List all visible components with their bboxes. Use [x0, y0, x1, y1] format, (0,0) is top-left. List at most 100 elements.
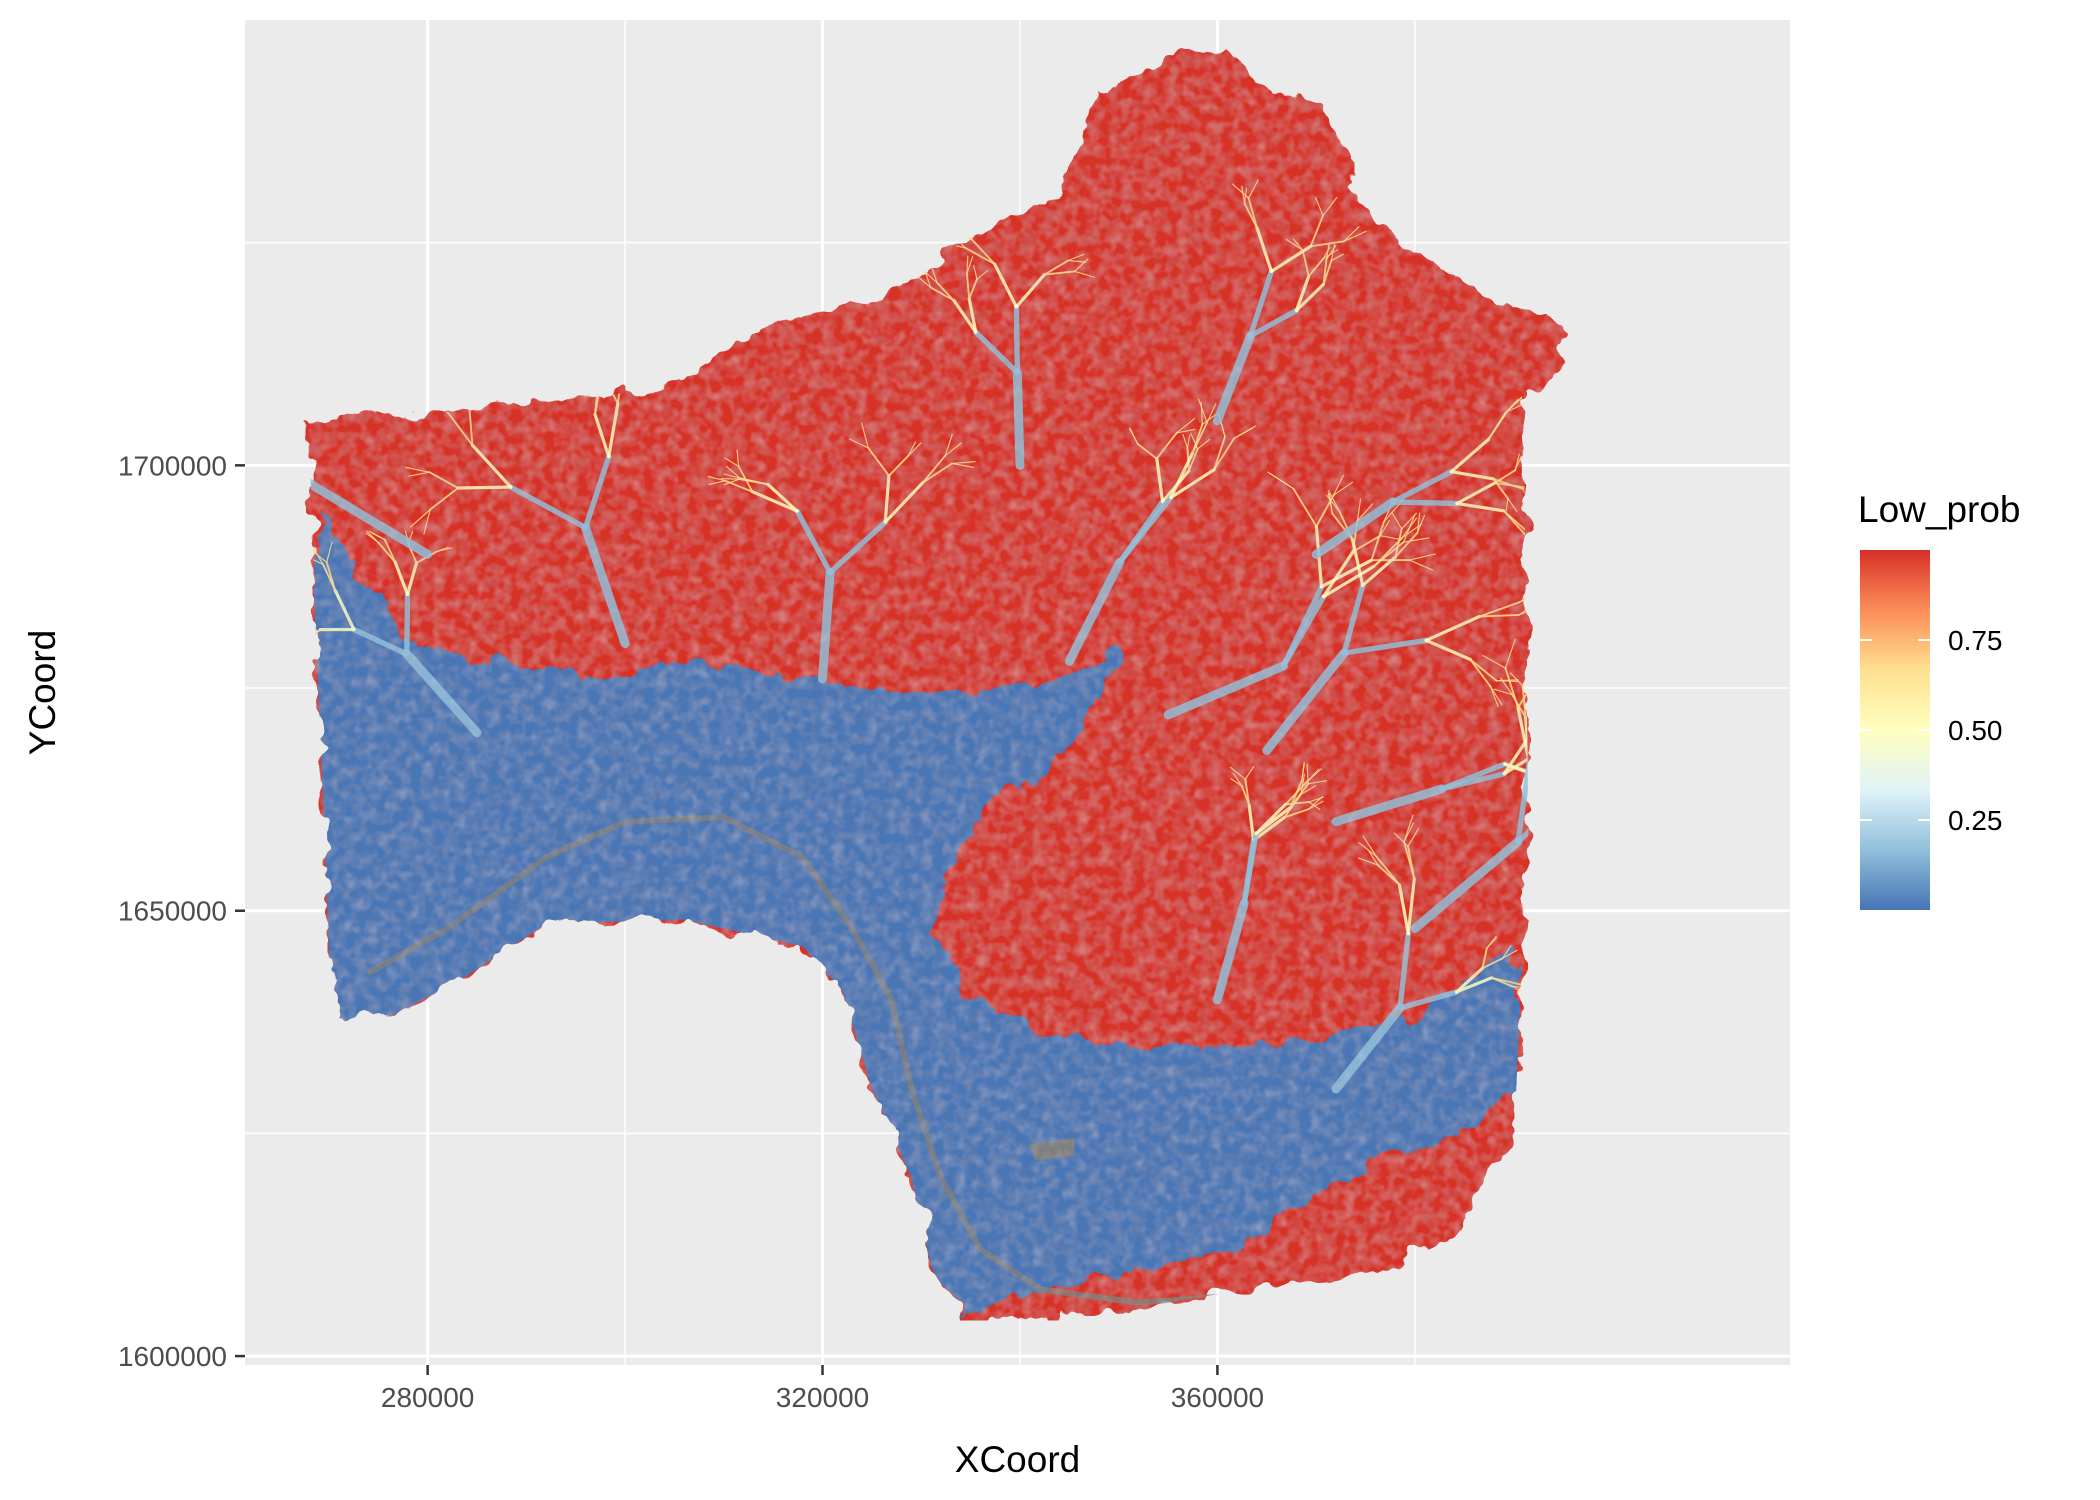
valley-segment	[1212, 331, 1255, 426]
valley-segment	[1283, 808, 1310, 819]
valley-segment	[1213, 437, 1236, 471]
valley-segment	[1230, 778, 1243, 787]
valley-segment	[1332, 474, 1345, 496]
valley-segment	[1289, 779, 1303, 809]
valley-segment	[924, 271, 938, 284]
valley-segment	[1343, 230, 1367, 242]
valley-segment	[1325, 242, 1330, 260]
valley-segment	[186, 314, 213, 344]
valley-segment	[766, 482, 799, 513]
legend-tick-label: 0.75	[1948, 625, 2003, 656]
valley-segment	[1301, 763, 1305, 782]
valley-segment	[456, 485, 513, 490]
valley-segment	[922, 454, 947, 484]
valley-segment	[1325, 244, 1337, 260]
valley-segment	[383, 538, 397, 564]
valley-segment	[964, 247, 996, 266]
valley-segment	[1136, 443, 1158, 460]
valley-segment	[1376, 864, 1401, 886]
valley-segment	[1309, 240, 1345, 248]
valley-segment	[136, 424, 156, 438]
valley-segment	[1469, 658, 1498, 682]
valley-segment	[168, 299, 186, 314]
valley-segment	[1401, 517, 1418, 539]
valley-segment	[970, 238, 996, 266]
valley-segment	[1267, 471, 1295, 490]
valley-segment	[160, 379, 167, 402]
y-axis-title: YCoord	[22, 630, 63, 755]
valley-segment	[1511, 693, 1527, 719]
valley-segment	[1506, 402, 1527, 413]
valley-segment	[723, 478, 741, 486]
valley-segment	[907, 442, 922, 457]
valley-segment	[1478, 601, 1521, 618]
valley-segment	[156, 379, 167, 402]
valley-segment	[409, 508, 431, 528]
valley-segment	[1341, 582, 1366, 656]
valley-segment	[1308, 800, 1324, 810]
valley-segment	[213, 302, 236, 344]
valley-segment	[1186, 434, 1191, 449]
valley-segment	[1501, 949, 1518, 959]
valley-segment	[1501, 944, 1512, 959]
valley-segment	[1424, 614, 1482, 643]
valley-segment	[468, 403, 474, 447]
valley-segment	[1394, 531, 1419, 558]
valley-segment	[1416, 514, 1426, 534]
valley-segment	[435, 546, 449, 553]
region-lowland-fill	[314, 509, 1524, 1316]
valley-segment	[1307, 257, 1325, 278]
valley-segment	[1352, 534, 1382, 553]
valley-segment	[1521, 684, 1527, 719]
valley-segment	[883, 480, 925, 524]
valley-segment	[1356, 503, 1374, 522]
valley-segment	[1255, 226, 1274, 273]
valley-segment	[1402, 537, 1430, 543]
valley-segment	[1390, 499, 1460, 507]
valley-segment	[1489, 685, 1499, 707]
valley-segment	[1403, 814, 1414, 843]
valley-segment	[1331, 784, 1447, 827]
valley-segment	[365, 532, 380, 544]
valley-segment	[1379, 519, 1391, 537]
valley-segment	[1251, 815, 1287, 842]
valley-segment	[1509, 672, 1524, 687]
valley-segment	[1200, 401, 1203, 425]
valley-segment	[180, 354, 201, 364]
valley-segment	[1449, 438, 1490, 474]
valley-segment	[1073, 270, 1096, 278]
valley-segment	[309, 548, 328, 564]
x-tick-label: 280000	[381, 1382, 474, 1413]
valley-segment	[1169, 468, 1216, 500]
valley-segment	[1292, 238, 1304, 251]
valley-segment	[1410, 837, 1523, 933]
valley-segment	[1403, 840, 1416, 880]
valley-segment	[1454, 966, 1485, 994]
valley-segment	[1244, 778, 1251, 807]
valley-segment	[228, 350, 233, 384]
valley-segment	[827, 519, 888, 576]
valley-segment	[936, 282, 955, 302]
valley-segment	[1117, 494, 1174, 565]
y-tick-label: 1650000	[118, 896, 227, 927]
valley-segment	[1169, 451, 1195, 500]
valley-segment	[867, 446, 890, 477]
valley-segment	[225, 327, 233, 350]
valley-segment	[968, 278, 978, 300]
valley-segment	[1356, 498, 1362, 522]
valley-segment	[1494, 469, 1517, 484]
valley-segment	[1064, 557, 1125, 666]
valley-segment	[1212, 898, 1249, 1005]
valley-segment	[1407, 827, 1420, 847]
valley-segment	[848, 438, 869, 449]
valley-segment	[1394, 527, 1403, 558]
valley-segment	[1301, 249, 1310, 278]
valley-segment	[1129, 427, 1139, 445]
valley-segment	[1515, 760, 1533, 845]
valley-segment	[607, 401, 620, 459]
valley-segment	[402, 649, 482, 738]
valley-segment	[929, 286, 955, 302]
valley-segment	[1308, 796, 1324, 803]
valley-segment	[1322, 196, 1338, 217]
